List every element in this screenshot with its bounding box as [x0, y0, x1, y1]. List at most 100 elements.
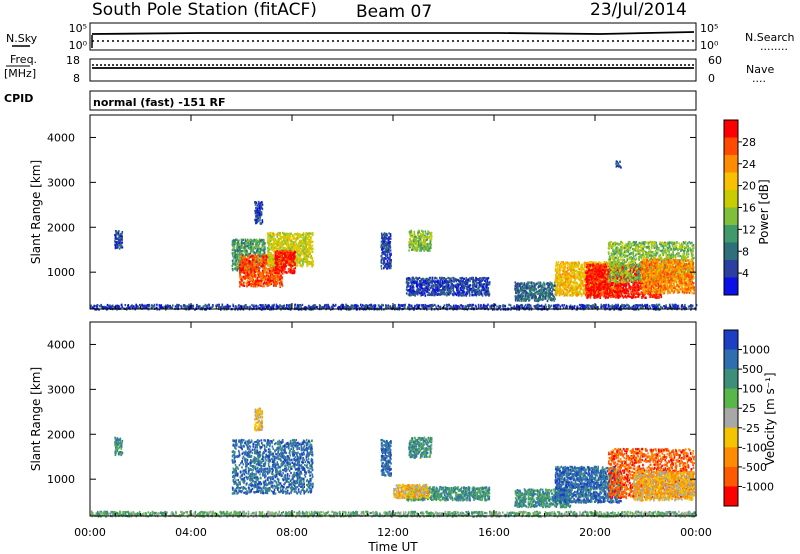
- power-cell: [280, 281, 282, 283]
- power-cell: [381, 234, 383, 236]
- power-cell: [278, 256, 280, 258]
- power-cell: [485, 288, 487, 290]
- nsky-label: N.Sky: [6, 32, 38, 45]
- power-cell: [284, 247, 286, 249]
- power-cell: [266, 277, 268, 279]
- power-cell: [526, 285, 528, 287]
- power-cell: [115, 246, 117, 248]
- power-cell: [269, 238, 271, 240]
- power-cell: [270, 240, 272, 242]
- power-cell: [309, 248, 311, 250]
- power-cell: [382, 243, 384, 245]
- power-cell: [259, 208, 261, 210]
- power-cell: [241, 265, 243, 267]
- power-cell: [287, 259, 289, 261]
- power-cell: [448, 277, 450, 279]
- power-cell: [252, 248, 254, 250]
- power-cell: [480, 283, 482, 285]
- power-cell: [517, 290, 519, 292]
- power-cell: [280, 263, 282, 265]
- power-cell: [519, 285, 521, 287]
- power-cell: [417, 293, 419, 295]
- power-cell: [283, 264, 285, 266]
- power-cell: [465, 280, 467, 282]
- power-cell: [410, 294, 412, 296]
- power-cell: [423, 281, 425, 283]
- power-cell: [577, 284, 579, 286]
- power-cell: [462, 282, 464, 284]
- power-cell: [306, 255, 308, 257]
- power-cell: [290, 250, 292, 252]
- power-cell: [516, 286, 518, 288]
- power-cell: [275, 243, 277, 245]
- power-cell: [425, 295, 427, 297]
- power-cell: [461, 285, 463, 287]
- power-cell: [381, 260, 383, 262]
- power-cell: [386, 265, 388, 267]
- power-cell: [572, 294, 574, 296]
- power-cell: [282, 259, 284, 261]
- power-cell: [261, 276, 263, 278]
- power-cell: [268, 275, 270, 277]
- power-cell: [435, 292, 437, 294]
- power-cell: [294, 244, 296, 246]
- nsearch-tick-top: 10⁵: [700, 22, 718, 35]
- nave-tick-top: 60: [708, 54, 722, 67]
- power-cell: [306, 239, 308, 241]
- power-cell: [264, 269, 266, 271]
- power-cell: [383, 245, 385, 247]
- power-cell: [236, 239, 238, 241]
- power-cell: [482, 286, 484, 288]
- power-cell: [310, 261, 312, 263]
- power-cell: [442, 290, 444, 292]
- power-cell: [299, 240, 301, 242]
- power-cell: [481, 291, 483, 293]
- power-cell: [263, 275, 265, 277]
- power-cell: [286, 250, 288, 252]
- power-cell: [446, 294, 448, 296]
- power-cell: [240, 281, 242, 283]
- power-cell: [475, 278, 477, 280]
- power-cell: [281, 238, 283, 240]
- power-cell: [240, 262, 242, 264]
- freq-panel: Freq. [MHz] 18 8 60 0 Nave ....: [4, 53, 774, 85]
- power-cell: [267, 233, 269, 235]
- power-cell: [466, 277, 468, 279]
- power-cell: [288, 256, 290, 258]
- power-cell: [386, 244, 388, 246]
- power-cell: [486, 290, 488, 292]
- power-cell: [249, 283, 251, 285]
- cpid-program: normal (fast) -151 RF: [93, 96, 226, 109]
- power-cell: [311, 255, 313, 257]
- power-cell: [255, 246, 257, 248]
- power-cell: [414, 246, 416, 248]
- power-cell: [536, 291, 538, 293]
- power-cell: [272, 248, 274, 250]
- power-cell: [239, 253, 241, 255]
- power-cell: [407, 285, 409, 287]
- power-cell: [276, 282, 278, 284]
- power-cell: [567, 264, 569, 266]
- power-cell: [390, 247, 392, 249]
- power-cell: [312, 258, 314, 260]
- power-cell: [265, 255, 267, 257]
- power-cell: [293, 260, 295, 262]
- power-cell: [239, 267, 241, 269]
- power-cell: [383, 237, 385, 239]
- power-cell: [552, 286, 554, 288]
- power-cell: [255, 204, 257, 206]
- power-cell: [458, 279, 460, 281]
- power-cell: [119, 240, 121, 242]
- power-cell: [259, 271, 261, 273]
- power-cell: [245, 242, 247, 244]
- power-cell: [389, 258, 391, 260]
- power-cell: [547, 282, 549, 284]
- power-cell: [264, 285, 266, 287]
- power-cell: [417, 277, 419, 279]
- power-cell: [281, 283, 283, 285]
- power-cell: [461, 277, 463, 279]
- power-cell: [259, 206, 261, 208]
- power-cell: [243, 250, 245, 252]
- power-cell: [440, 294, 442, 296]
- power-cell: [258, 214, 260, 216]
